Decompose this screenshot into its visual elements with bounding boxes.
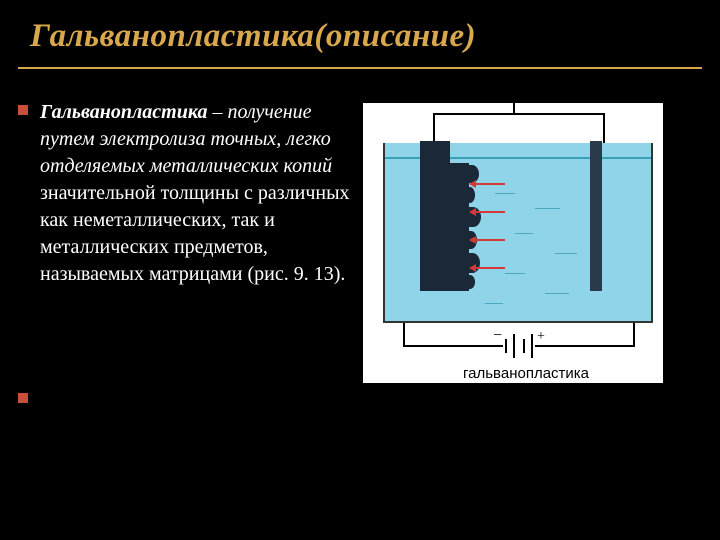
wire	[603, 113, 605, 145]
deposit-bump	[465, 187, 475, 203]
circuit-wire	[403, 323, 405, 345]
liquid-dash	[485, 303, 503, 304]
liquid-dash	[495, 193, 515, 194]
liquid-dash	[535, 208, 560, 209]
ion-arrow-icon	[475, 211, 505, 213]
slide-title: Гальванопластика(описание)	[0, 0, 720, 63]
bullet-icon	[18, 393, 28, 403]
battery-plate	[505, 339, 507, 353]
battery-plate	[523, 339, 525, 353]
text-column: Гальванопластика – получение путем элект…	[18, 99, 353, 383]
definition-rest: значительной толщины с различных как нем…	[40, 182, 350, 285]
anode	[590, 141, 602, 291]
dash: –	[207, 101, 227, 123]
cathode	[420, 141, 450, 291]
electrolyte-tank	[383, 143, 653, 323]
wire	[433, 113, 605, 115]
battery-plate	[531, 334, 533, 358]
liquid-dash	[505, 273, 525, 274]
circuit-wire	[403, 345, 503, 347]
content-area: Гальванопластика – получение путем элект…	[0, 69, 720, 383]
battery-plate	[513, 334, 515, 358]
diagram-column: − + гальванопластика	[363, 99, 683, 383]
bullet-icon	[18, 105, 28, 115]
circuit-wire	[633, 323, 635, 345]
diagram-caption: гальванопластика	[463, 365, 589, 382]
wire	[513, 103, 515, 113]
term: Гальванопластика	[40, 101, 207, 123]
liquid-dash	[545, 293, 569, 294]
liquid-dash	[555, 253, 577, 254]
ion-arrow-icon	[475, 267, 505, 269]
circuit-wire	[535, 345, 635, 347]
ion-arrow-icon	[475, 239, 505, 241]
minus-label: −	[493, 327, 502, 345]
deposit-bump	[465, 275, 475, 289]
electrolysis-diagram: − + гальванопластика	[363, 103, 663, 383]
plus-label: +	[537, 329, 545, 345]
ion-arrow-icon	[475, 183, 505, 185]
body-paragraph: Гальванопластика – получение путем элект…	[18, 99, 353, 288]
liquid-dash	[515, 233, 533, 234]
